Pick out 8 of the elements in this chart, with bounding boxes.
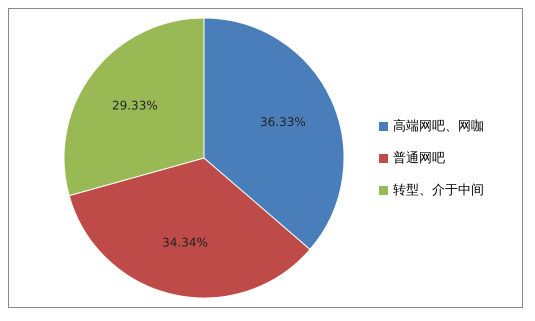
pie-slice (64, 18, 204, 196)
pie-slice (68, 158, 310, 298)
data-label: 36.33% (260, 114, 306, 129)
data-label: 34.34% (162, 236, 208, 250)
legend-label: 普通网吧 (393, 150, 445, 167)
legend-label: 高端网吧、网咖 (393, 118, 484, 135)
legend-label: 转型、介于中间 (393, 182, 484, 199)
data-label: 29.33% (112, 98, 158, 113)
